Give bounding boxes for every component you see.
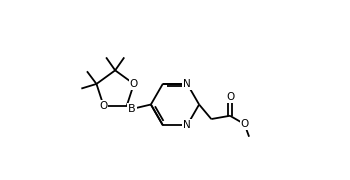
Text: O: O (99, 101, 108, 111)
Text: N: N (183, 79, 191, 89)
Text: N: N (183, 120, 191, 130)
Text: O: O (226, 93, 234, 102)
Text: B: B (128, 104, 136, 114)
Text: O: O (241, 119, 249, 129)
Text: O: O (130, 79, 138, 89)
